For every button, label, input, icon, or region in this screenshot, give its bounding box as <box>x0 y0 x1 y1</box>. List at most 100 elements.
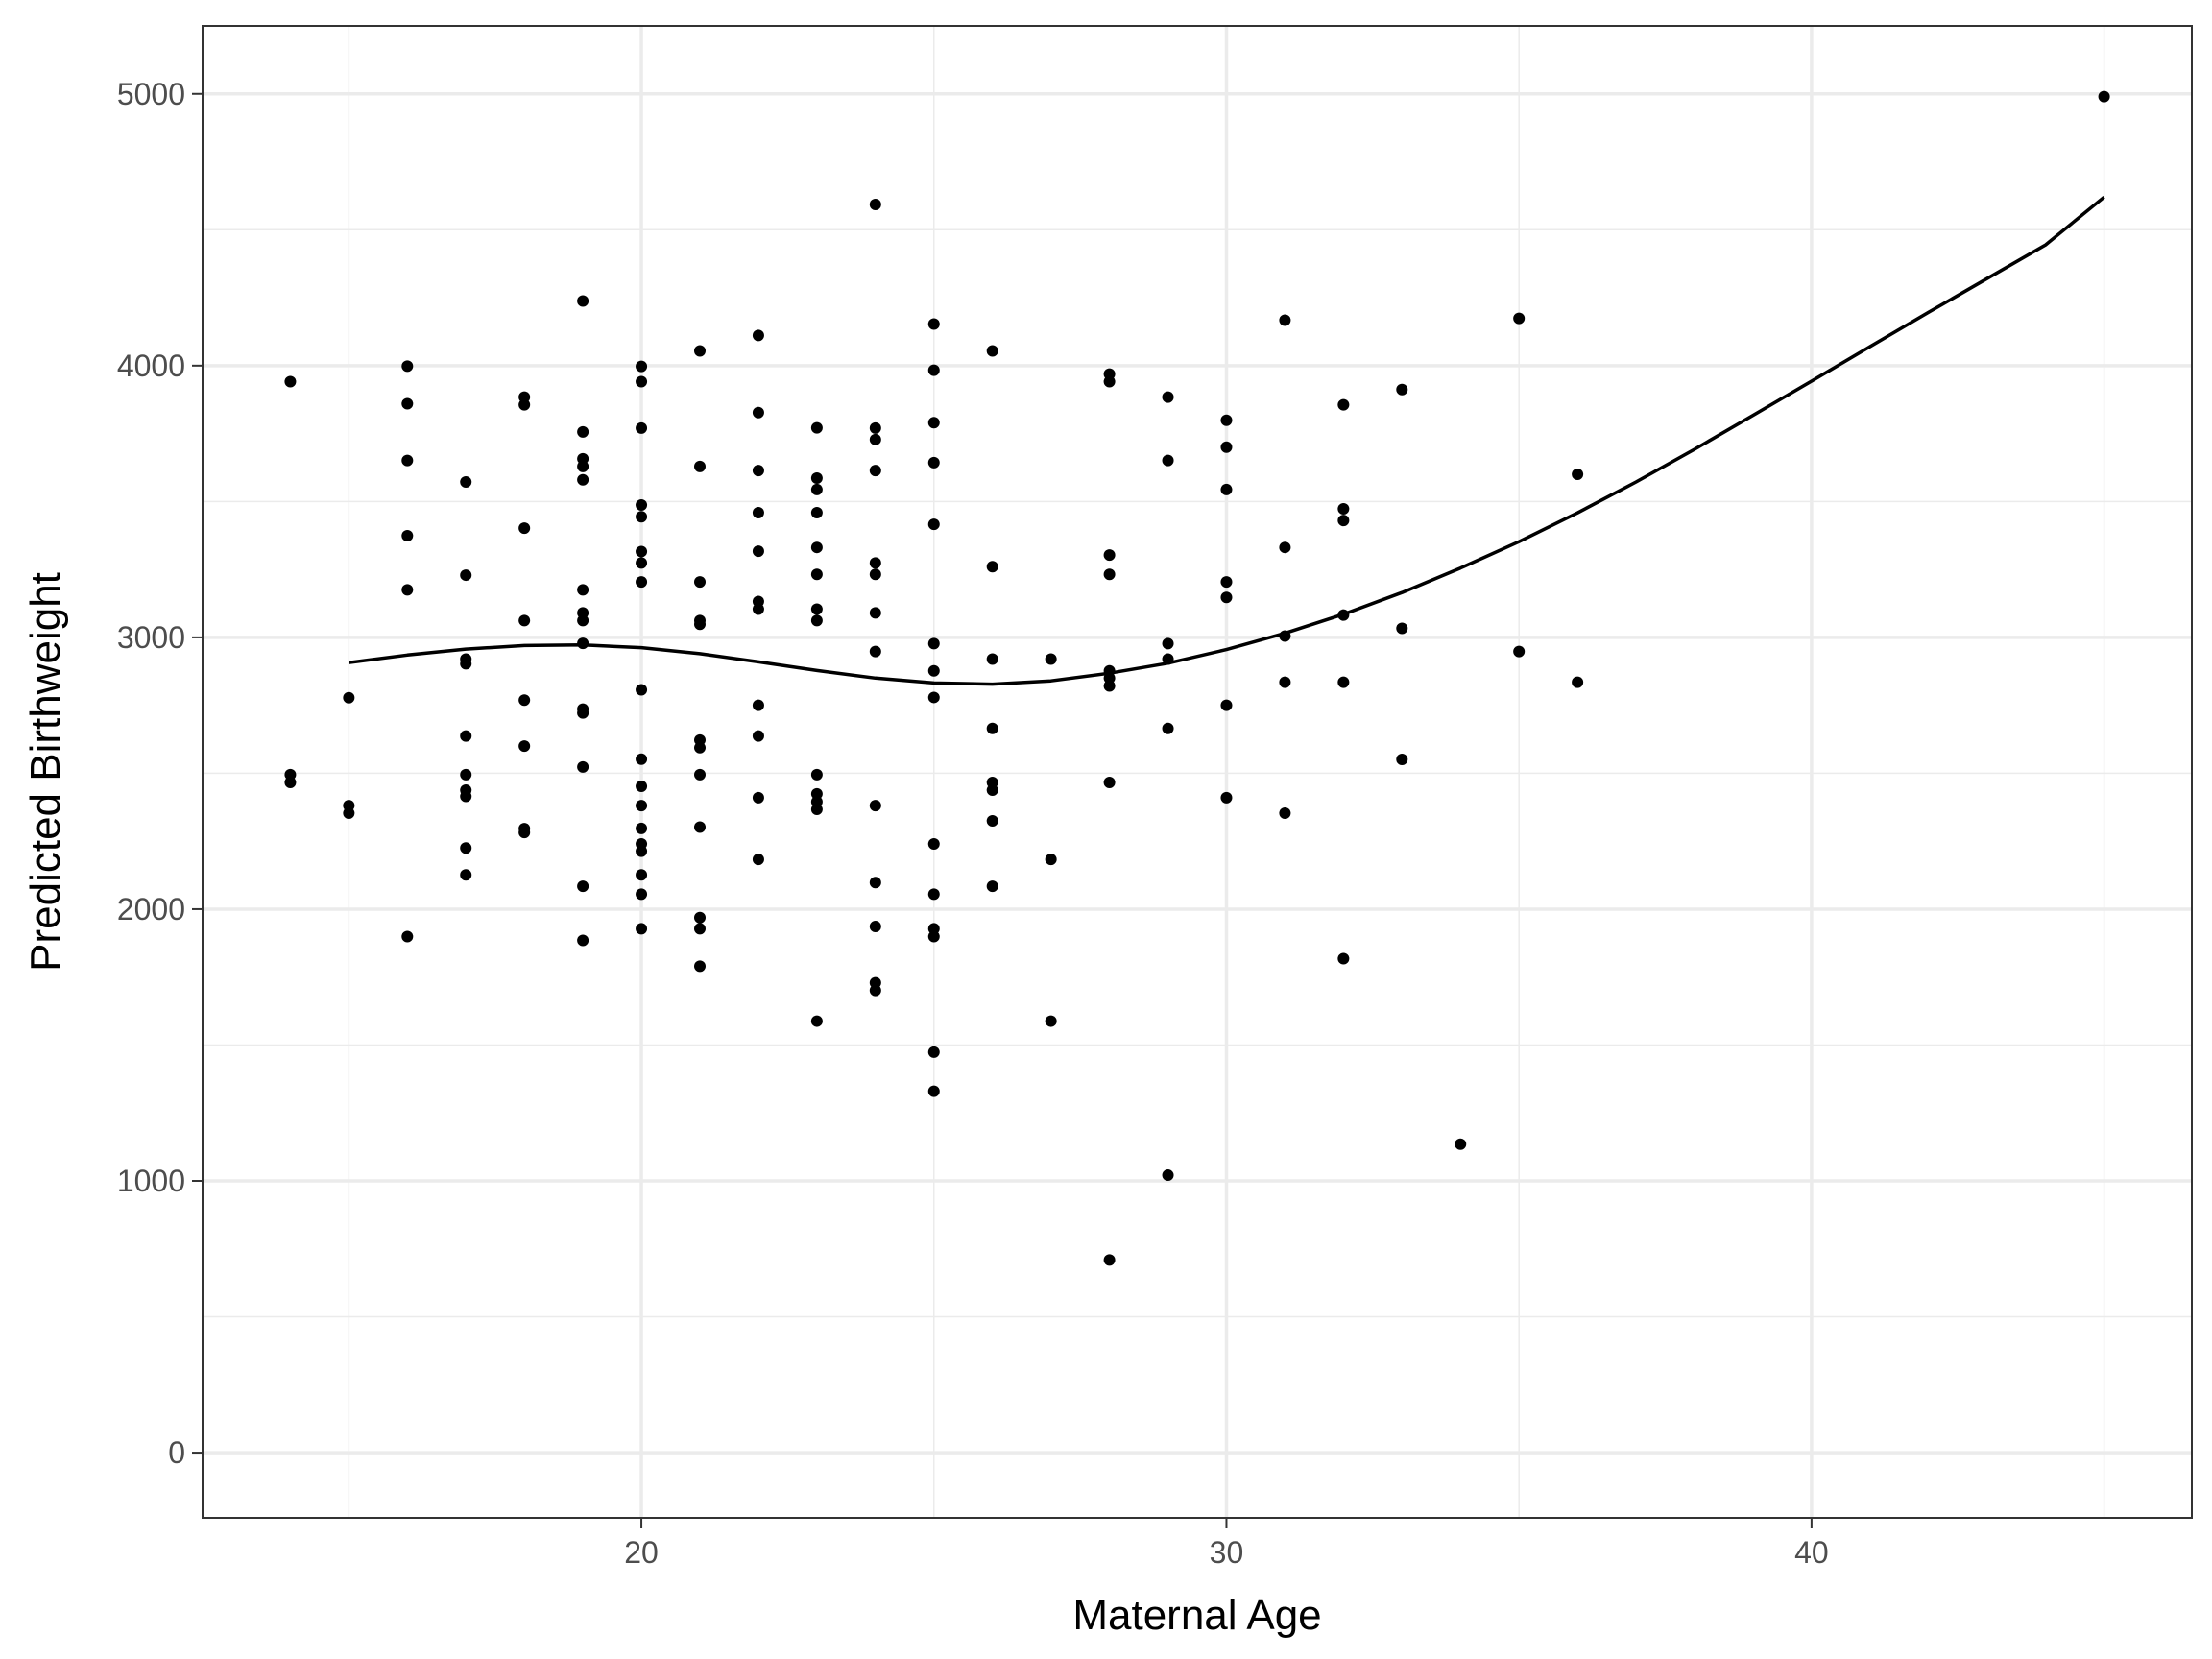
data-point <box>1337 676 1350 688</box>
data-point <box>636 888 648 901</box>
data-point <box>869 877 881 889</box>
minor-gridlines <box>203 26 2192 1518</box>
data-point <box>577 707 589 719</box>
data-point <box>518 398 531 411</box>
data-point <box>577 934 589 947</box>
data-point <box>1279 807 1291 820</box>
data-point <box>810 603 823 615</box>
data-point <box>810 1015 823 1027</box>
data-point <box>1279 314 1291 326</box>
data-point <box>577 473 589 486</box>
data-point <box>518 614 531 627</box>
data-point <box>810 804 823 816</box>
data-point <box>694 460 706 472</box>
data-point <box>986 653 998 665</box>
data-point <box>518 827 531 839</box>
data-point <box>636 753 648 765</box>
data-point <box>401 584 414 596</box>
data-point <box>927 1085 940 1097</box>
data-point <box>1162 653 1174 665</box>
data-point <box>694 911 706 924</box>
data-point <box>636 800 648 812</box>
x-tick-label: 20 <box>624 1535 659 1570</box>
y-axis-title: Predicted Birthweight <box>22 572 69 972</box>
x-tick-label: 30 <box>1210 1535 1244 1570</box>
data-point <box>1103 777 1116 789</box>
data-point <box>927 888 940 901</box>
major-gridlines <box>203 26 2192 1518</box>
data-point <box>636 421 648 434</box>
data-point <box>694 618 706 631</box>
data-point <box>577 584 589 596</box>
data-point <box>577 637 589 650</box>
data-point <box>927 518 940 531</box>
data-point <box>636 576 648 589</box>
data-points-layer <box>284 90 2110 1266</box>
data-point <box>1162 637 1174 650</box>
data-point <box>927 930 940 943</box>
data-point <box>1103 375 1116 388</box>
data-point <box>1337 502 1350 515</box>
data-point <box>401 397 414 410</box>
y-tick-label: 0 <box>168 1435 185 1470</box>
data-point <box>1220 576 1233 589</box>
data-point <box>986 783 998 796</box>
data-point <box>986 561 998 573</box>
data-point <box>401 930 414 943</box>
data-point <box>1103 549 1116 562</box>
data-point <box>694 345 706 357</box>
data-point <box>343 807 355 820</box>
data-point <box>2098 90 2110 103</box>
data-point <box>752 699 764 711</box>
y-tick-label: 4000 <box>117 349 185 383</box>
data-point <box>518 694 531 707</box>
data-point <box>869 465 881 477</box>
data-point <box>1220 791 1233 804</box>
data-point <box>401 530 414 542</box>
data-point <box>1103 1254 1116 1266</box>
data-point <box>810 787 823 800</box>
data-point <box>577 760 589 773</box>
y-tick-label: 1000 <box>117 1164 185 1198</box>
y-tick-label: 2000 <box>117 892 185 926</box>
data-point <box>1279 676 1291 688</box>
data-point <box>927 318 940 330</box>
data-point <box>1220 441 1233 453</box>
data-point <box>694 741 706 754</box>
data-point <box>752 506 764 518</box>
data-point <box>869 800 881 812</box>
data-point <box>636 499 648 512</box>
y-axis: 0 1000 2000 3000 4000 5000 <box>117 77 203 1470</box>
data-point <box>869 433 881 445</box>
data-point <box>636 822 648 834</box>
data-point <box>636 360 648 373</box>
x-axis-title: Maternal Age <box>1072 1592 1321 1639</box>
data-point <box>1162 1169 1174 1182</box>
data-point <box>577 460 589 472</box>
data-point <box>1162 454 1174 467</box>
data-point <box>1513 312 1526 325</box>
data-point <box>1279 541 1291 554</box>
data-point <box>869 921 881 933</box>
data-point <box>636 781 648 793</box>
data-point <box>986 722 998 734</box>
data-point <box>460 790 472 803</box>
data-point <box>869 421 881 434</box>
data-point <box>1396 383 1408 396</box>
data-point <box>1220 699 1233 711</box>
data-point <box>810 568 823 581</box>
data-point <box>927 417 940 429</box>
fitted-curve-layer <box>349 195 2105 686</box>
data-point <box>460 842 472 854</box>
data-point <box>636 511 648 523</box>
data-point <box>986 345 998 357</box>
data-point <box>577 880 589 893</box>
data-point <box>1396 622 1408 635</box>
data-point <box>1572 676 1584 688</box>
data-point <box>1220 414 1233 426</box>
x-tick-label: 40 <box>1794 1535 1829 1570</box>
data-point <box>577 614 589 627</box>
data-point <box>1513 645 1526 658</box>
data-point <box>927 691 940 704</box>
